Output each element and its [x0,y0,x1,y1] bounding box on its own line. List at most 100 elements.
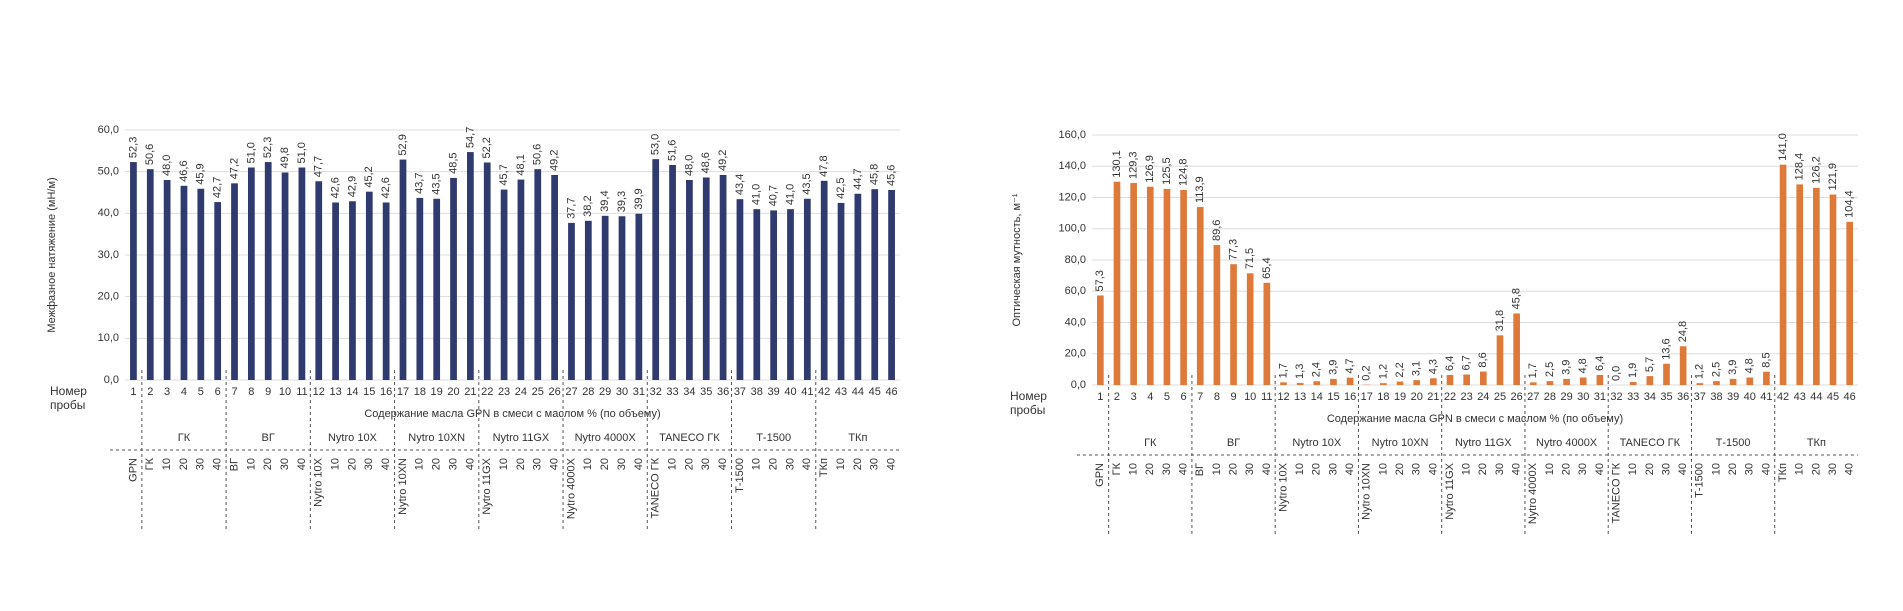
bar [163,180,171,380]
x-tick-label: 2 [147,386,153,398]
group-item-label: 40 [1344,463,1356,475]
group-item-label: 30 [447,458,459,470]
bar [180,185,188,380]
group-name: ВГ [1227,437,1240,449]
value-label: 52,9 [397,134,409,155]
value-label: 128,4 [1794,153,1806,181]
value-label: 1,3 [1294,364,1306,379]
group-item-label: 20 [346,458,358,470]
group-item-label: 10 [245,458,257,470]
group-name: ГК [178,432,191,444]
group-item-label: 20 [1394,463,1406,475]
x-tick-label: 34 [683,386,695,398]
group-item-label: 10 [1377,463,1389,475]
x-tick-label: 33 [1627,391,1639,403]
group-item-label: Nytro 10X [1277,462,1289,512]
value-label: 42,9 [346,176,358,197]
x-tick-label: 29 [599,386,611,398]
x-tick-label: 17 [397,386,409,398]
value-label: 1,2 [1377,364,1389,379]
bar [1663,363,1670,385]
bar [1446,375,1454,385]
group-item-label: 40 [296,458,308,470]
x-tick-label: 43 [1794,391,1806,403]
group-item-label: 40 [801,458,813,470]
value-label: 45,6 [885,165,897,186]
value-label: 50,6 [532,144,544,165]
x-tick-label: 11 [296,386,307,398]
group-item-label: ВГ [1194,463,1206,476]
x-tick-label: 11 [1261,391,1272,403]
x-tick-label: 23 [1461,391,1473,403]
group-item-label: TANECO ГК [1610,462,1622,523]
group-item-label: 20 [1144,463,1156,475]
y-axis-title: Оптическая мутность, м⁻¹ [1011,193,1023,326]
value-label: 49,2 [549,150,561,171]
x-tick-label: 4 [181,386,187,398]
x-tick-label: 28 [582,386,594,398]
group-item-label: 30 [1494,463,1506,475]
value-label: 77,3 [1227,239,1239,260]
group-item-label: 40 [1677,463,1689,475]
x-tick-label: 12 [1277,391,1289,403]
group-item-label: Nytro 10XN [1361,463,1373,520]
bar [399,159,407,380]
x-tick-label: 18 [414,386,426,398]
bar [1146,186,1154,385]
group-item-label: 20 [599,458,611,470]
group-item-label: 10 [161,458,173,470]
group-name: Nytro 11GX [1455,437,1512,449]
value-label: 48,6 [700,152,712,173]
x-tick-label: 18 [1377,391,1389,403]
bar [551,175,558,380]
value-label: 43,5 [431,173,443,194]
bar [1479,371,1487,385]
value-label: 45,8 [1511,288,1523,309]
bar [1796,184,1804,385]
group-name: Т-1500 [756,432,791,444]
bar [736,199,744,380]
group-item-label: 40 [1177,463,1189,475]
value-label: 4,3 [1427,359,1439,374]
value-label: 125,5 [1161,157,1173,185]
bar [1246,273,1254,385]
bar [635,213,643,380]
bar [349,201,356,380]
value-label: 51,6 [666,140,678,161]
group-item-label: Nytro 11GX [481,457,493,514]
x-tick-label: 19 [431,386,443,398]
bar [382,202,390,380]
value-label: 53,0 [650,134,662,155]
bar [298,167,306,380]
value-label: 57,3 [1094,270,1106,291]
x-tick-label: 16 [1344,391,1356,403]
x-tick-label: 19 [1394,391,1406,403]
x-tick-label: 25 [1494,391,1506,403]
x-tick-label: 45 [869,386,881,398]
x-tick-label: 2 [1114,391,1120,403]
bar [871,189,879,380]
x-tick-label: 44 [852,386,864,398]
bar [1846,221,1854,385]
group-item-label: Nytro 10X [313,457,325,507]
bar [1829,194,1837,385]
value-label: 130,1 [1111,150,1123,178]
bar [803,198,811,380]
bar [1813,187,1820,385]
x-tick-label: 20 [447,386,459,398]
group-item-label: 20 [1810,463,1822,475]
group-item-label: 30 [1161,463,1173,475]
value-label: 1,7 [1277,363,1289,378]
x-tick-label: 37 [1694,391,1706,403]
value-label: 3,1 [1411,361,1423,376]
value-label: 42,7 [212,177,224,198]
x-tick-label: 46 [1844,391,1856,403]
y-tick-label: 10,0 [98,332,119,344]
bar [1546,381,1554,385]
x-tick-label: 5 [1164,391,1170,403]
value-label: 44,7 [852,168,864,189]
value-label: 45,2 [363,166,375,187]
group-item-label: Nytro 11GX [1444,462,1456,519]
group-item-label: 20 [683,458,695,470]
value-label: 1,9 [1627,363,1639,378]
